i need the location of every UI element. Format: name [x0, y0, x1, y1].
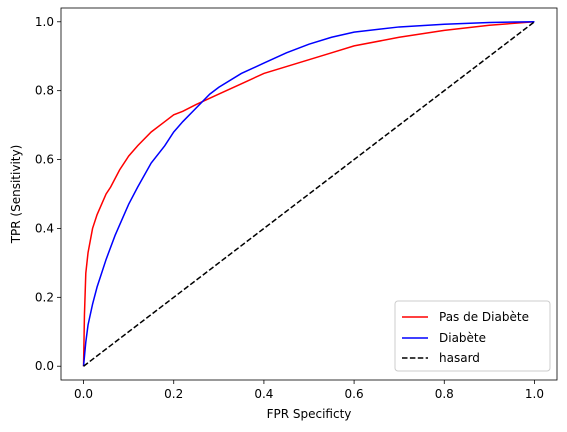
x-tick-label: 0.0: [74, 387, 93, 401]
y-tick-label: 0.8: [35, 84, 54, 98]
series-line-pas-de-diabete: [82, 21, 535, 367]
x-axis: 0.0 0.2 0.4 0.6 0.8 1.0: [74, 380, 544, 401]
series-layer: [82, 21, 535, 367]
legend-label-hasard: hasard: [439, 351, 480, 365]
x-tick-label: 0.2: [164, 387, 183, 401]
y-tick-label: 0.6: [35, 153, 54, 167]
plot-frame: [60, 7, 558, 381]
y-tick-label: 0.2: [35, 290, 54, 304]
y-axis: 0.0 0.2 0.4 0.6 0.8 1.0: [35, 15, 61, 373]
legend-box: [394, 300, 551, 372]
legend: Pas de Diabète Diabète hasard: [394, 300, 551, 372]
x-tick-label: 1.0: [525, 387, 544, 401]
y-axis-label: TPR (Sensitivity): [9, 145, 23, 245]
y-tick-label: 1.0: [35, 15, 54, 29]
y-tick-label: 0.4: [35, 221, 54, 235]
y-tick-label: 0.0: [35, 359, 54, 373]
x-axis-label: FPR Specificty: [267, 407, 352, 421]
x-tick-label: 0.6: [345, 387, 364, 401]
x-tick-label: 0.4: [254, 387, 273, 401]
x-tick-label: 0.8: [435, 387, 454, 401]
series-line-diabete: [82, 21, 535, 367]
legend-label-diabete: Diabète: [439, 331, 486, 345]
legend-label-pas-de-diabete: Pas de Diabète: [439, 310, 529, 324]
